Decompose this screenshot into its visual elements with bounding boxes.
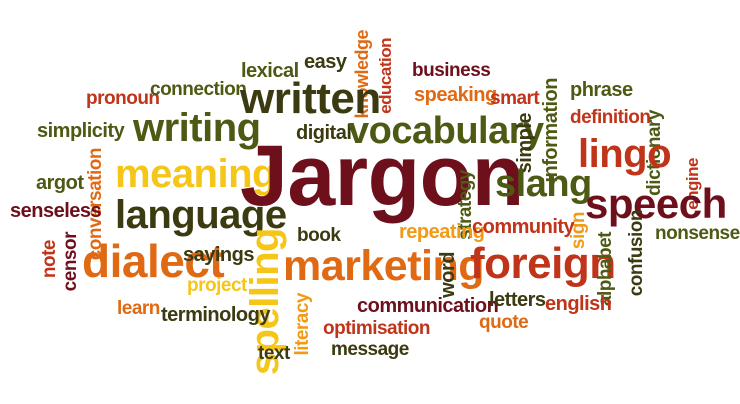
word-speech: speech <box>585 180 727 227</box>
word-learn: learn <box>117 298 160 319</box>
word-letters: letters <box>489 289 546 311</box>
word-business: business <box>412 60 491 81</box>
word-censor: censor <box>60 232 81 292</box>
word-speaking: speaking <box>414 84 497 106</box>
word-smart: smart <box>490 88 540 109</box>
word-pronoun: pronoun <box>86 88 160 109</box>
word-repeating: repeating <box>399 221 485 243</box>
word-marketing: marketing <box>283 242 485 290</box>
word-meaning: meaning <box>115 152 276 196</box>
word-project: project <box>187 275 247 296</box>
word-quote: quote <box>479 312 529 333</box>
word-simplicity: simplicity <box>37 120 125 142</box>
word-message: message <box>331 339 409 360</box>
word-connection: connection <box>150 79 247 100</box>
word-optimisation: optimisation <box>323 318 430 339</box>
word-dialect: dialect <box>82 235 225 287</box>
word-nonsense: nonsense <box>655 223 740 244</box>
word-vocabulary: vocabulary <box>348 110 544 152</box>
word-writing: writing <box>133 106 261 150</box>
word-community: community <box>472 216 575 238</box>
word-sayings: sayings <box>183 244 254 266</box>
word-jargon: Jargon <box>240 128 524 224</box>
word-lingo: lingo <box>578 132 672 176</box>
word-confusion: confusion <box>626 210 647 297</box>
word-senseless: senseless <box>10 200 102 222</box>
word-language: language <box>115 193 287 237</box>
word-written: written <box>240 74 381 123</box>
word-lexical: lexical <box>241 60 299 82</box>
word-phrase: phrase <box>570 79 633 101</box>
word-communication: communication <box>357 295 499 317</box>
word-foreign: foreign <box>470 239 616 288</box>
word-note: note <box>39 240 60 279</box>
word-argot: argot <box>36 172 84 194</box>
word-definition: definition <box>570 107 651 128</box>
word-book: book <box>297 225 341 246</box>
word-slang: slang <box>495 163 592 205</box>
word-literacy: literacy <box>292 293 313 356</box>
word-terminology: terminology <box>161 304 270 326</box>
word-digital: digital <box>296 122 352 144</box>
word-english: english <box>545 293 612 315</box>
word-text: text <box>258 343 290 364</box>
word-word: word <box>437 252 459 298</box>
word-easy: easy <box>304 51 347 73</box>
